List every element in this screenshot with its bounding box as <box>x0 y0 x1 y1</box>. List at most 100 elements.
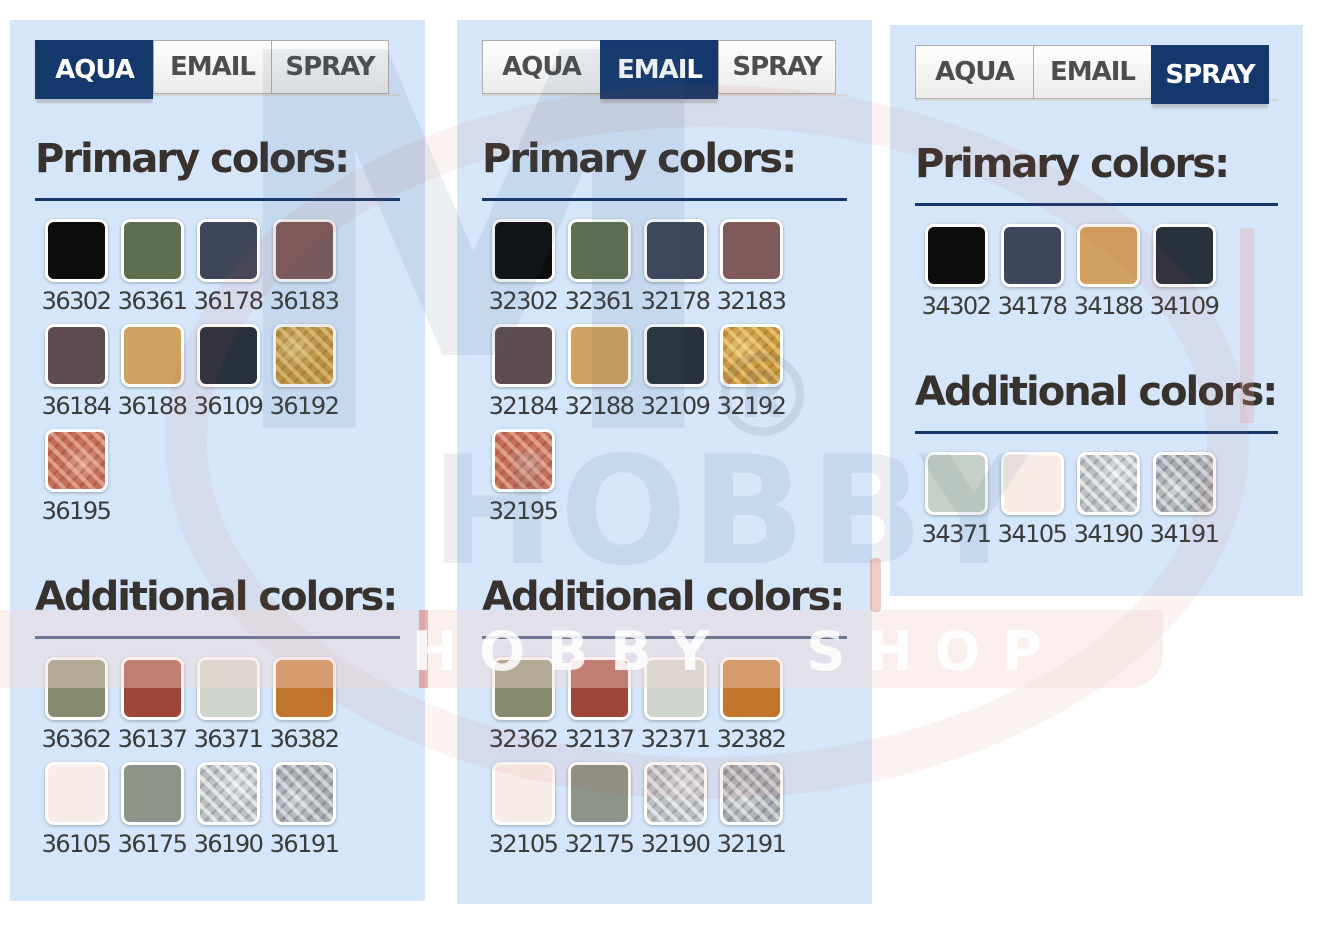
tab-spray[interactable]: SPRAY <box>718 40 836 94</box>
swatch-cell: 36361 <box>114 219 190 324</box>
tab-aqua[interactable]: AQUA <box>35 40 153 99</box>
color-swatch <box>643 762 707 825</box>
swatch-code: 34109 <box>1149 292 1220 320</box>
tab-email[interactable]: EMAIL <box>153 40 271 94</box>
tab-aqua[interactable]: AQUA <box>915 45 1033 99</box>
swatch-cell: 34190 <box>1070 452 1146 557</box>
swatch-cell: 32105 <box>485 762 561 867</box>
swatch-code: 36192 <box>269 392 340 420</box>
swatch-code: 36188 <box>117 392 188 420</box>
swatch-code: 32105 <box>488 830 559 858</box>
swatch-grid: 34371 34105 34190 34191 <box>918 452 1238 557</box>
color-swatch <box>567 324 631 387</box>
swatch-code: 36361 <box>117 287 188 315</box>
swatch-cell: 32192 <box>713 324 789 429</box>
swatch-code: 34178 <box>997 292 1068 320</box>
swatch-cell: 36178 <box>190 219 266 324</box>
swatch-cell: 36191 <box>266 762 342 867</box>
swatch-code: 34191 <box>1149 520 1220 548</box>
swatch-cell: 34188 <box>1070 224 1146 329</box>
swatch-cell: 36371 <box>190 657 266 762</box>
color-swatch <box>272 657 336 720</box>
swatch-cell: 34371 <box>918 452 994 557</box>
color-swatch <box>44 429 108 492</box>
swatch-cell: 34302 <box>918 224 994 329</box>
swatch-code: 32191 <box>716 830 787 858</box>
color-swatch <box>44 657 108 720</box>
heading-rule <box>482 198 847 201</box>
color-swatch <box>719 324 783 387</box>
swatch-cell: 36362 <box>38 657 114 762</box>
swatch-cell: 32191 <box>713 762 789 867</box>
swatch-cell: 32195 <box>485 429 561 534</box>
swatch-code: 36190 <box>193 830 264 858</box>
swatch-code: 36382 <box>269 725 340 753</box>
swatch-cell: 32183 <box>713 219 789 324</box>
color-swatch <box>120 324 184 387</box>
swatch-cell: 36109 <box>190 324 266 429</box>
color-swatch <box>44 219 108 282</box>
swatch-cell: 32178 <box>637 219 713 324</box>
swatch-code: 36109 <box>193 392 264 420</box>
swatch-code: 32183 <box>716 287 787 315</box>
tab-spray[interactable]: SPRAY <box>1151 45 1269 104</box>
swatch-code: 36362 <box>41 725 112 753</box>
color-swatch <box>1152 224 1216 287</box>
tab-aqua[interactable]: AQUA <box>482 40 600 94</box>
swatch-cell: 32302 <box>485 219 561 324</box>
color-swatch <box>567 657 631 720</box>
swatch-code: 36175 <box>117 830 188 858</box>
swatch-code: 36183 <box>269 287 340 315</box>
swatch-code: 34190 <box>1073 520 1144 548</box>
section-heading: Primary colors: <box>482 136 797 182</box>
color-swatch <box>196 324 260 387</box>
swatch-cell: 32175 <box>561 762 637 867</box>
swatch-grid: 36302 36361 36178 36183 36184 36188 36109 36192… <box>38 219 358 534</box>
color-swatch <box>924 452 988 515</box>
color-swatch <box>44 324 108 387</box>
swatch-cell: 36183 <box>266 219 342 324</box>
swatch-code: 32190 <box>640 830 711 858</box>
swatch-cell: 32137 <box>561 657 637 762</box>
section-heading: Additional colors: <box>915 369 1278 415</box>
swatch-code: 32195 <box>488 497 559 525</box>
swatch-grid: 32362 32137 32371 32382 32105 32175 32190 32191 <box>485 657 805 867</box>
swatch-cell: 32190 <box>637 762 713 867</box>
color-swatch <box>643 324 707 387</box>
swatch-cell: 34191 <box>1146 452 1222 557</box>
swatch-code: 32362 <box>488 725 559 753</box>
color-swatch <box>120 219 184 282</box>
swatch-code: 32178 <box>640 287 711 315</box>
swatch-cell: 32109 <box>637 324 713 429</box>
section-heading: Additional colors: <box>35 574 398 620</box>
color-swatch <box>120 657 184 720</box>
swatch-code: 36302 <box>41 287 112 315</box>
swatch-code: 34188 <box>1073 292 1144 320</box>
swatch-code: 36184 <box>41 392 112 420</box>
swatch-cell: 36105 <box>38 762 114 867</box>
swatch-cell: 32371 <box>637 657 713 762</box>
swatch-cell: 36302 <box>38 219 114 324</box>
section-heading: Primary colors: <box>35 136 350 182</box>
swatch-cell: 36190 <box>190 762 266 867</box>
swatch-code: 32192 <box>716 392 787 420</box>
color-swatch <box>719 762 783 825</box>
heading-rule <box>35 198 400 201</box>
color-swatch <box>719 219 783 282</box>
swatch-code: 32109 <box>640 392 711 420</box>
color-swatch <box>1152 452 1216 515</box>
tab-spray[interactable]: SPRAY <box>271 40 389 94</box>
section-heading: Primary colors: <box>915 141 1230 187</box>
color-swatch <box>719 657 783 720</box>
tab-email[interactable]: EMAIL <box>1033 45 1151 99</box>
swatch-code: 32184 <box>488 392 559 420</box>
swatch-code: 34371 <box>921 520 992 548</box>
color-swatch <box>643 657 707 720</box>
tab-email[interactable]: EMAIL <box>600 40 718 99</box>
paint-panel-email: AQUA EMAIL SPRAY Primary colors: 32302 32361 3… <box>457 20 872 904</box>
swatch-grid: 34302 34178 34188 34109 <box>918 224 1238 329</box>
swatch-cell: 36195 <box>38 429 114 534</box>
color-swatch <box>643 219 707 282</box>
color-swatch <box>44 762 108 825</box>
